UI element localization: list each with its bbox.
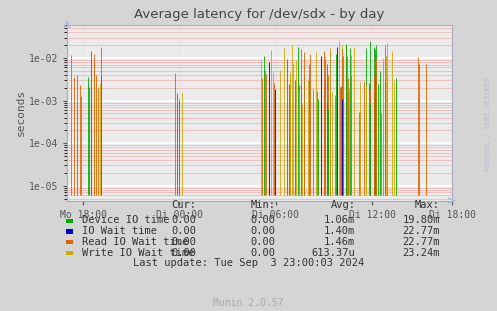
Text: 22.77m: 22.77m: [403, 226, 440, 236]
Text: 1.06m: 1.06m: [324, 215, 355, 225]
Text: Last update: Tue Sep  3 23:00:03 2024: Last update: Tue Sep 3 23:00:03 2024: [133, 258, 364, 268]
Text: Munin 2.0.57: Munin 2.0.57: [213, 298, 284, 308]
Y-axis label: seconds: seconds: [16, 89, 26, 136]
Text: 0.00: 0.00: [171, 215, 196, 225]
Text: IO Wait time: IO Wait time: [82, 226, 157, 236]
Text: 0.00: 0.00: [251, 248, 276, 258]
Text: Write IO Wait time: Write IO Wait time: [82, 248, 194, 258]
Text: 1.46m: 1.46m: [324, 237, 355, 247]
Text: 1.40m: 1.40m: [324, 226, 355, 236]
Text: Avg:: Avg:: [331, 200, 355, 210]
Text: 22.77m: 22.77m: [403, 237, 440, 247]
Text: 0.00: 0.00: [251, 226, 276, 236]
Title: Average latency for /dev/sdx - by day: Average latency for /dev/sdx - by day: [135, 8, 385, 21]
Text: Min:: Min:: [251, 200, 276, 210]
Text: RRDTOOL / TOBI OETIKER: RRDTOOL / TOBI OETIKER: [485, 78, 491, 171]
Text: 0.00: 0.00: [251, 215, 276, 225]
Text: Max:: Max:: [415, 200, 440, 210]
Text: Cur:: Cur:: [171, 200, 196, 210]
Text: Read IO Wait time: Read IO Wait time: [82, 237, 188, 247]
Text: 0.00: 0.00: [171, 248, 196, 258]
Text: 23.24m: 23.24m: [403, 248, 440, 258]
Text: 19.80m: 19.80m: [403, 215, 440, 225]
Text: 0.00: 0.00: [171, 226, 196, 236]
Text: 0.00: 0.00: [251, 237, 276, 247]
Text: 0.00: 0.00: [171, 237, 196, 247]
Text: 613.37u: 613.37u: [312, 248, 355, 258]
Text: Device IO time: Device IO time: [82, 215, 169, 225]
